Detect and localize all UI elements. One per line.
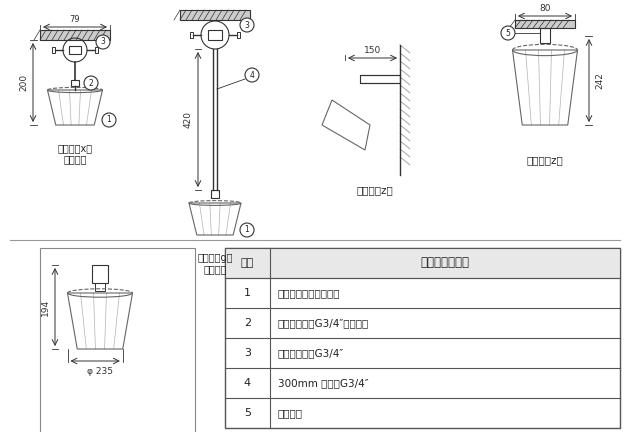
Bar bbox=[69, 46, 81, 54]
Text: 80: 80 bbox=[539, 4, 551, 13]
Text: 4: 4 bbox=[249, 70, 255, 79]
Bar bbox=[180, 10, 250, 20]
Text: 2: 2 bbox=[244, 318, 251, 328]
Text: 5: 5 bbox=[505, 29, 510, 38]
Circle shape bbox=[102, 113, 116, 127]
Text: 序号: 序号 bbox=[241, 258, 254, 268]
Bar bbox=[237, 32, 240, 38]
Bar bbox=[540, 28, 550, 43]
Text: 300mm 直管：G3/4″: 300mm 直管：G3/4″ bbox=[278, 378, 369, 388]
Text: 242: 242 bbox=[595, 72, 604, 89]
Text: 79: 79 bbox=[70, 15, 80, 24]
Text: 1: 1 bbox=[244, 226, 249, 235]
Bar bbox=[52, 47, 55, 53]
Text: 3: 3 bbox=[244, 348, 251, 358]
Text: 3: 3 bbox=[101, 38, 105, 47]
Text: 吸顶式（x）
配吊灯盒: 吸顶式（x） 配吊灯盒 bbox=[57, 143, 93, 165]
Bar bbox=[190, 32, 193, 38]
Circle shape bbox=[240, 18, 254, 32]
Text: 安装支架: 安装支架 bbox=[278, 408, 303, 418]
Bar bbox=[515, 20, 575, 28]
Bar bbox=[40, 248, 195, 432]
Text: 1: 1 bbox=[106, 115, 112, 124]
Text: 150: 150 bbox=[364, 46, 381, 55]
Bar bbox=[360, 75, 400, 83]
Bar bbox=[225, 248, 620, 428]
Circle shape bbox=[96, 35, 110, 49]
Bar bbox=[95, 283, 105, 291]
Circle shape bbox=[501, 26, 515, 40]
Text: 防爆活接头：G3/4″（双外）: 防爆活接头：G3/4″（双外） bbox=[278, 318, 369, 328]
Text: 194: 194 bbox=[41, 299, 50, 315]
Text: 吊杆式（g）
配吊灯盒: 吊杆式（g） 配吊灯盒 bbox=[197, 253, 232, 275]
Bar bbox=[95, 47, 98, 53]
Bar bbox=[211, 190, 219, 198]
Bar bbox=[71, 80, 79, 86]
Bar bbox=[92, 265, 108, 283]
Text: 200: 200 bbox=[19, 74, 28, 91]
Text: 固态免维护防爆防腐灯: 固态免维护防爆防腐灯 bbox=[278, 288, 340, 298]
Circle shape bbox=[245, 68, 259, 82]
Text: 5: 5 bbox=[244, 408, 251, 418]
Text: 4: 4 bbox=[244, 378, 251, 388]
Text: 3: 3 bbox=[244, 20, 249, 29]
Text: 1: 1 bbox=[244, 288, 251, 298]
Text: 420: 420 bbox=[184, 111, 193, 128]
Text: 支架式（z）: 支架式（z） bbox=[527, 155, 563, 165]
Text: 名称型号及规格: 名称型号及规格 bbox=[420, 257, 469, 270]
Bar bbox=[208, 30, 222, 40]
Circle shape bbox=[240, 223, 254, 237]
Text: 2: 2 bbox=[89, 79, 93, 88]
Text: 防爆吊灯盒：G3/4″: 防爆吊灯盒：G3/4″ bbox=[278, 348, 344, 358]
Text: 支架式（z）: 支架式（z） bbox=[357, 185, 393, 195]
Bar bbox=[40, 30, 110, 40]
Circle shape bbox=[84, 76, 98, 90]
Text: φ 235: φ 235 bbox=[87, 367, 113, 376]
Bar bbox=[225, 248, 620, 278]
